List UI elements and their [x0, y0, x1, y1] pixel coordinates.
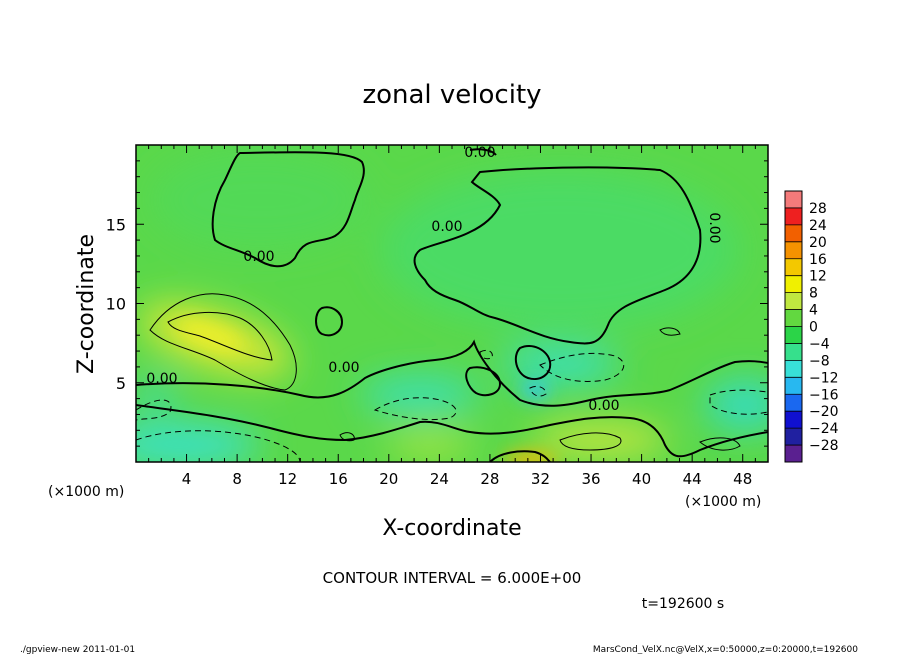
x-tick-label: 44 [683, 470, 702, 488]
colorbar-swatch [785, 445, 802, 463]
y-tick-label: 5 [116, 374, 126, 393]
x-tick-label: 24 [430, 470, 449, 488]
contour-label: 0.00 [588, 398, 619, 414]
colorbar-label: 24 [809, 218, 827, 234]
y-tick-label: 15 [106, 215, 126, 234]
heatmap-field: 0.00 0.00 0.00 0.00 0.00 0.00 0.00 [136, 145, 768, 462]
x-axis: 4 8 12 16 20 24 28 32 36 40 44 48 [148, 145, 756, 488]
colorbar-swatch [785, 326, 802, 344]
x-tick-label: 4 [182, 470, 192, 488]
colorbar-swatch [785, 224, 802, 243]
colorbar-label: 4 [809, 303, 818, 319]
colorbar-swatch [785, 360, 802, 378]
x-tick-label: 20 [379, 470, 398, 488]
colorbar-swatch [785, 377, 802, 395]
colorbar-label: 12 [809, 269, 827, 285]
contour-label: 0.00 [243, 249, 274, 265]
contour-label: 0.00 [431, 219, 462, 235]
contour-lines [136, 148, 768, 462]
colorbar-label: 8 [809, 286, 818, 302]
contour-interval-text: CONTOUR INTERVAL = 6.000E+00 [323, 569, 582, 587]
y-axis: 5 10 15 [106, 160, 768, 447]
y-axis-title: Z-coordinate [74, 234, 99, 374]
contour-label: 0.00 [146, 371, 177, 387]
contour-label: 0.00 [464, 145, 495, 161]
chart-title: zonal velocity [362, 80, 541, 110]
colorbar-swatch [785, 309, 802, 327]
colorbar-label: −24 [809, 421, 839, 437]
colorbar-swatch [785, 343, 802, 361]
colorbar-swatch [785, 191, 802, 209]
x-tick-label: 48 [733, 470, 752, 488]
x-tick-label: 28 [480, 470, 499, 488]
contour-label: 0.00 [706, 212, 722, 243]
x-unit-label-left: (×1000 m) [48, 484, 124, 500]
colorbar-swatch [785, 411, 802, 429]
time-text: t=192600 s [642, 596, 724, 612]
colorbar-label: −12 [809, 370, 839, 386]
colorbar-label: 16 [809, 252, 827, 268]
colorbar-swatch [785, 258, 802, 277]
colorbar-swatch [785, 241, 802, 260]
colorbar-label: −16 [809, 387, 839, 403]
colorbar-label: −20 [809, 404, 839, 420]
colorbar-swatch [785, 275, 802, 294]
colorbar-label: 20 [809, 235, 827, 251]
x-tick-label: 8 [232, 470, 242, 488]
colorbar-swatch [785, 207, 802, 226]
colorbar-swatch [785, 292, 802, 311]
contour-label: 0.00 [328, 360, 359, 376]
colorbar-label: −28 [809, 438, 839, 454]
colorbar-label: −8 [809, 353, 830, 369]
x-tick-label: 12 [278, 470, 297, 488]
colorbar-label: −4 [809, 336, 830, 352]
colorbar-label: 28 [809, 201, 827, 217]
x-tick-label: 16 [329, 470, 348, 488]
footer-left: ./gpview-new 2011-01-01 [20, 645, 135, 654]
footer-right: MarsCond_VelX.nc@VelX,x=0:50000,z=0:2000… [593, 645, 858, 654]
x-tick-label: 36 [581, 470, 600, 488]
x-unit-label-right: (×1000 m) [685, 494, 761, 510]
y-tick-label: 10 [106, 295, 126, 314]
x-tick-label: 32 [531, 470, 550, 488]
colorbar-swatch [785, 394, 802, 412]
colorbar-label: 0 [809, 320, 818, 336]
colorbar-swatch [785, 428, 802, 446]
x-axis-title: X-coordinate [382, 516, 521, 541]
x-tick-label: 40 [632, 470, 651, 488]
